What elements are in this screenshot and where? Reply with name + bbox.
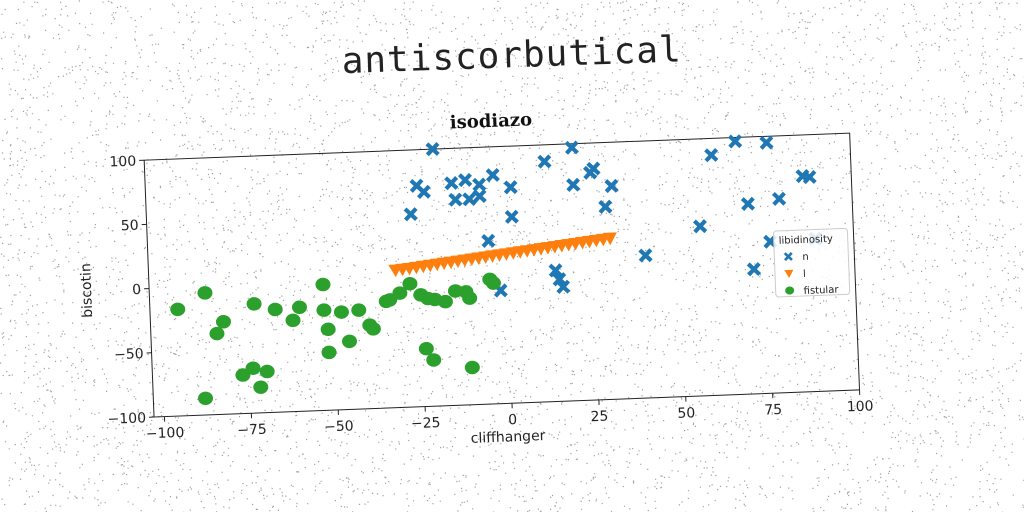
data-point-n bbox=[485, 167, 500, 183]
data-point-fistular bbox=[285, 313, 301, 328]
scatter-chart: isodiazo −100 −50 0 50 100 −100 −75 −50 −25 0 25 5… bbox=[78, 109, 874, 447]
data-point-n bbox=[771, 191, 787, 206]
data-point-fistular bbox=[235, 368, 251, 382]
data-point-fistular bbox=[333, 305, 349, 319]
data-point-n bbox=[481, 233, 496, 248]
x-tick-label: −75 bbox=[237, 422, 267, 439]
data-point-n bbox=[458, 172, 473, 188]
data-point-n bbox=[403, 207, 418, 222]
x-tick-label: 0 bbox=[508, 412, 518, 428]
data-point-n bbox=[564, 140, 579, 155]
data-point-n bbox=[444, 176, 459, 191]
data-point-fistular bbox=[365, 322, 381, 336]
data-point-fistular bbox=[342, 334, 358, 349]
data-point-n bbox=[416, 184, 431, 200]
data-point-fistular bbox=[259, 364, 275, 379]
data-point-fistular bbox=[321, 345, 337, 360]
data-point-n bbox=[692, 219, 708, 234]
data-point-n bbox=[537, 154, 552, 169]
data-point-fistular bbox=[464, 360, 480, 375]
data-point-fistular bbox=[198, 391, 214, 406]
data-point-n bbox=[462, 192, 477, 207]
x-tick-label: −50 bbox=[324, 418, 354, 435]
data-point-fistular bbox=[426, 353, 442, 367]
y-axis: −100 −50 0 50 100 bbox=[107, 154, 155, 428]
chart-container: isodiazo −100 −50 0 50 100 −100 −75 −50 −25 0 25 5… bbox=[50, 82, 943, 476]
x-axis-label: cliffhanger bbox=[470, 428, 546, 447]
data-point-n bbox=[604, 178, 619, 194]
x-tick-label: −100 bbox=[146, 425, 185, 442]
y-tick-label: 0 bbox=[132, 282, 142, 298]
legend-title: libidinosity bbox=[779, 234, 834, 247]
data-point-n bbox=[552, 272, 567, 287]
data-point-fistular bbox=[462, 291, 478, 305]
data-point-n bbox=[472, 177, 487, 192]
data-point-fistular bbox=[437, 294, 453, 309]
y-axis-label: biscotin bbox=[78, 263, 96, 318]
legend-marker-fistular bbox=[785, 286, 795, 295]
data-point-n bbox=[556, 279, 571, 294]
data-point-n bbox=[504, 209, 519, 224]
data-point-fistular bbox=[197, 286, 213, 300]
x-tick-label: 75 bbox=[764, 402, 782, 419]
data-point-fistular bbox=[402, 276, 418, 291]
x-tick-label: 25 bbox=[590, 409, 608, 426]
data-point-n bbox=[728, 134, 743, 149]
data-point-n bbox=[448, 192, 463, 207]
data-point-n bbox=[759, 135, 774, 150]
data-point-fistular bbox=[392, 286, 408, 300]
data-point-fistular bbox=[320, 322, 336, 337]
data-point-fistular bbox=[316, 303, 332, 317]
data-point-l bbox=[602, 232, 617, 246]
data-point-n bbox=[746, 262, 762, 277]
data-point-n bbox=[638, 248, 653, 263]
x-tick-label: −25 bbox=[411, 415, 441, 432]
data-point-fistular bbox=[170, 302, 186, 317]
data-point-n bbox=[425, 142, 440, 157]
data-point-fistular bbox=[418, 341, 434, 356]
legend-box bbox=[772, 227, 851, 298]
legend-marker-n bbox=[783, 252, 793, 262]
data-point-fistular bbox=[267, 302, 283, 317]
y-tick-label: −50 bbox=[114, 346, 144, 363]
legend-label-l: l bbox=[803, 269, 806, 280]
legend-marker-l bbox=[784, 269, 794, 279]
chart-title: isodiazo bbox=[449, 109, 532, 133]
data-point-fistular bbox=[209, 326, 225, 341]
data-point-n bbox=[598, 199, 613, 214]
data-point-n bbox=[503, 180, 518, 195]
data-point-fistular bbox=[246, 297, 262, 311]
data-point-n bbox=[740, 196, 756, 211]
legend-label-n: n bbox=[802, 252, 809, 263]
data-point-n bbox=[583, 165, 598, 180]
data-point-n bbox=[566, 177, 581, 192]
y-tick-label: 50 bbox=[121, 218, 139, 235]
data-point-fistular bbox=[215, 315, 231, 329]
plot-area-frame bbox=[143, 132, 861, 418]
data-point-fistular bbox=[253, 380, 269, 394]
data-point-fistular bbox=[291, 300, 307, 315]
data-point-fistular bbox=[351, 303, 367, 317]
x-tick-label: 100 bbox=[847, 398, 874, 415]
data-point-n bbox=[802, 169, 817, 185]
data-point-n bbox=[704, 148, 719, 163]
legend: libidinosity nl fistular bbox=[772, 227, 851, 298]
data-point-fistular bbox=[315, 277, 331, 292]
x-axis: −100 −75 −50 −25 0 25 50 75 100 bbox=[146, 389, 874, 442]
y-tick-label: 100 bbox=[109, 154, 136, 171]
y-tick-label: −100 bbox=[107, 410, 146, 427]
data-point-n bbox=[548, 263, 563, 278]
data-point-n bbox=[472, 189, 487, 204]
data-point-fistular bbox=[485, 276, 501, 290]
legend-label-fistular: fistular bbox=[803, 285, 839, 297]
data-markers bbox=[170, 134, 823, 406]
x-tick-label: 50 bbox=[677, 405, 695, 422]
